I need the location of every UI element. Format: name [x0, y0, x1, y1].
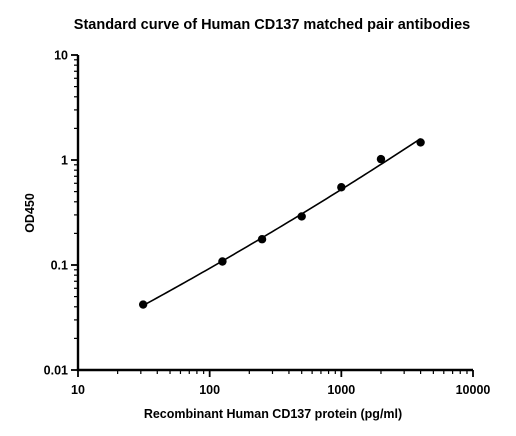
y-tick-label: 10 [54, 49, 68, 63]
chart-title: Standard curve of Human CD137 matched pa… [74, 17, 470, 33]
x-tick-label: 10000 [456, 383, 491, 397]
data-point [138, 300, 148, 309]
data-point [257, 235, 267, 244]
x-axis-label: Recombinant Human CD137 protein (pg/ml) [144, 407, 402, 421]
data-point [416, 138, 425, 147]
y-tick-label: 0.01 [44, 364, 68, 378]
x-tick-label: 100 [199, 383, 220, 397]
x-tick-label: 1000 [327, 383, 355, 397]
data-point [297, 212, 306, 221]
data-point [218, 257, 227, 266]
y-ticks: 0.01 0.1 1 10 [44, 49, 78, 378]
y-axis-label: OD450 [23, 193, 37, 233]
y-tick-label: 1 [61, 154, 68, 168]
data-point [376, 154, 386, 164]
y-tick-label: 0.1 [51, 259, 68, 273]
data-point [337, 183, 346, 192]
x-ticks: 10 100 1000 10000 [71, 370, 490, 397]
x-tick-label: 10 [71, 383, 85, 397]
data-points [138, 138, 425, 309]
plot-area: 0.01 0.1 1 10 10 100 1000 10000 [44, 49, 491, 398]
fit-curve [142, 137, 422, 307]
